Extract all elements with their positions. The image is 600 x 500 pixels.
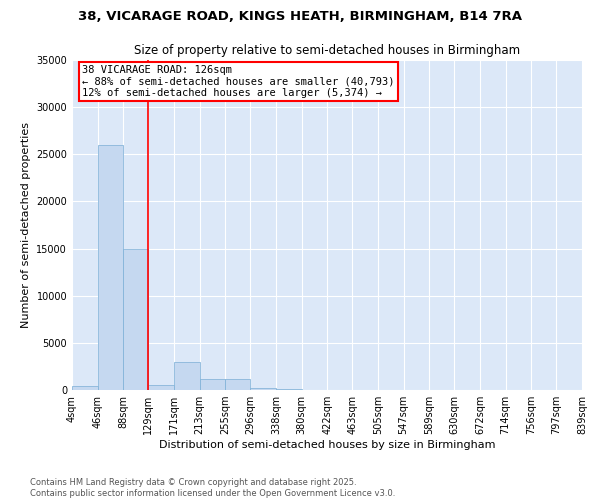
Text: 38 VICARAGE ROAD: 126sqm
← 88% of semi-detached houses are smaller (40,793)
12% : 38 VICARAGE ROAD: 126sqm ← 88% of semi-d… <box>82 65 395 98</box>
Bar <box>276 389 302 390</box>
Bar <box>200 378 226 390</box>
Bar <box>98 145 124 390</box>
Title: Size of property relative to semi-detached houses in Birmingham: Size of property relative to semi-detach… <box>134 44 520 58</box>
X-axis label: Distribution of semi-detached houses by size in Birmingham: Distribution of semi-detached houses by … <box>159 440 495 450</box>
Bar <box>124 248 148 390</box>
Bar <box>174 362 200 390</box>
Bar <box>226 378 250 390</box>
Text: Contains HM Land Registry data © Crown copyright and database right 2025.
Contai: Contains HM Land Registry data © Crown c… <box>30 478 395 498</box>
Y-axis label: Number of semi-detached properties: Number of semi-detached properties <box>21 122 31 328</box>
Bar <box>72 386 98 390</box>
Bar <box>250 388 276 390</box>
Bar <box>148 386 174 390</box>
Text: 38, VICARAGE ROAD, KINGS HEATH, BIRMINGHAM, B14 7RA: 38, VICARAGE ROAD, KINGS HEATH, BIRMINGH… <box>78 10 522 23</box>
